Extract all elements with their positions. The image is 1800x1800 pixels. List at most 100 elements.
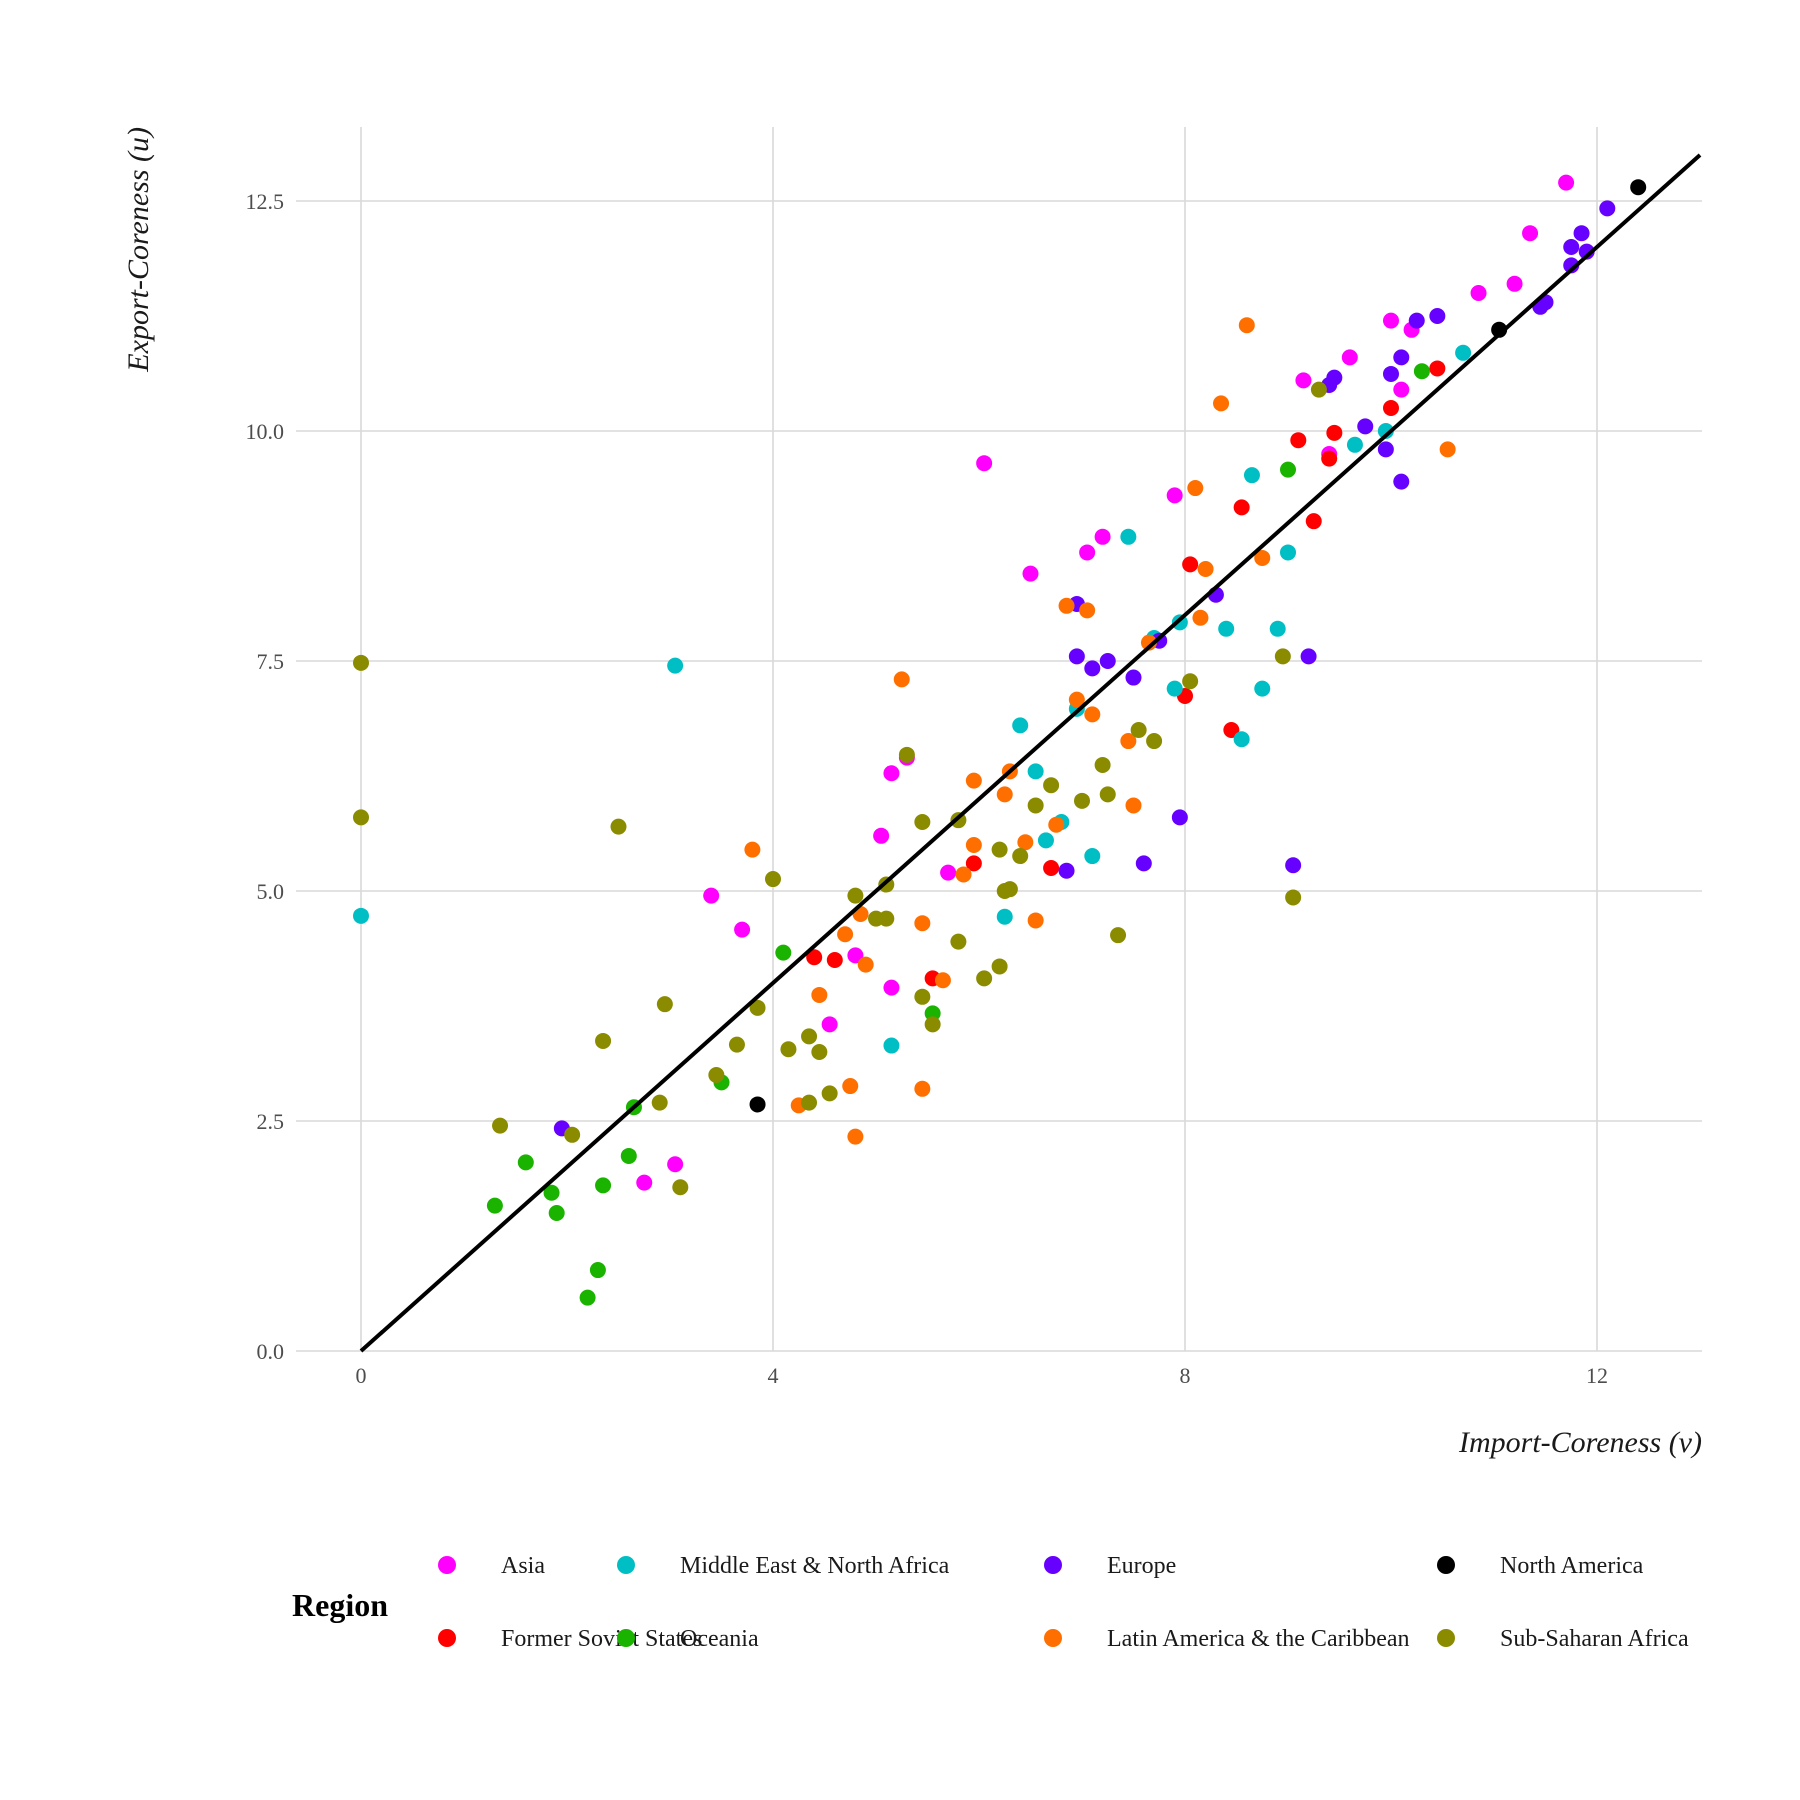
data-point	[1269, 620, 1286, 637]
data-point	[734, 921, 751, 938]
data-point	[1140, 634, 1157, 651]
data-point	[1012, 717, 1029, 734]
data-point	[1408, 312, 1425, 329]
data-point	[1192, 609, 1209, 626]
data-point	[1429, 360, 1446, 377]
y-tick-label: 10.0	[246, 419, 285, 444]
data-point	[847, 947, 864, 964]
data-point	[517, 1154, 534, 1171]
data-point	[1243, 467, 1260, 484]
data-point	[1254, 549, 1271, 566]
data-point	[1079, 544, 1096, 561]
data-point	[595, 1177, 612, 1194]
data-point	[1213, 395, 1230, 412]
data-point	[775, 944, 792, 961]
data-point	[1166, 487, 1183, 504]
x-tick-label: 4	[768, 1363, 779, 1388]
data-point	[1166, 680, 1183, 697]
data-point	[1254, 680, 1271, 697]
data-point	[965, 855, 982, 872]
data-point	[1455, 344, 1472, 361]
legend-label: Sub-Saharan Africa	[1500, 1626, 1689, 1652]
data-point	[1125, 797, 1142, 814]
data-point	[1058, 597, 1075, 614]
data-point	[1573, 225, 1590, 242]
data-point	[703, 887, 720, 904]
data-point	[801, 1094, 818, 1111]
data-point	[1058, 862, 1075, 879]
data-point	[492, 1117, 509, 1134]
data-point	[883, 979, 900, 996]
data-point	[1300, 648, 1317, 665]
data-point	[878, 910, 895, 927]
legend-swatch	[617, 1556, 635, 1574]
data-point	[1084, 706, 1101, 723]
tick-labels: 0 4 8 12 0.0 2.5 5.0 7.5 10.0 12.5	[246, 189, 1609, 1388]
data-point	[1280, 461, 1296, 478]
data-point	[1120, 733, 1137, 750]
legend-label: Europe	[1107, 1553, 1176, 1579]
data-point	[1074, 792, 1090, 809]
data-point	[1001, 881, 1018, 898]
data-point	[667, 657, 684, 674]
data-point	[765, 871, 781, 888]
data-point	[821, 1085, 838, 1102]
data-point	[934, 972, 951, 989]
data-points	[353, 174, 1647, 1306]
data-point	[1558, 174, 1575, 191]
data-point	[579, 1289, 596, 1306]
data-point	[1346, 436, 1363, 453]
data-point	[353, 809, 369, 826]
data-point	[1280, 544, 1296, 561]
data-point	[914, 1080, 931, 1097]
legend-swatch	[617, 1629, 635, 1647]
data-point	[914, 988, 931, 1005]
data-point	[801, 1028, 818, 1045]
data-point	[1413, 363, 1430, 380]
data-point	[940, 864, 957, 881]
data-point	[1341, 349, 1358, 366]
data-point	[950, 933, 967, 950]
data-point	[1048, 816, 1065, 833]
data-point	[1017, 834, 1034, 851]
data-point	[1012, 848, 1029, 865]
data-point	[914, 915, 931, 932]
legend-label: Oceania	[680, 1626, 759, 1652]
data-point	[1130, 722, 1147, 738]
data-point	[564, 1126, 581, 1143]
data-point	[1182, 556, 1199, 573]
data-point	[620, 1147, 637, 1164]
data-point	[353, 907, 369, 924]
data-point	[1120, 528, 1137, 545]
data-point	[1099, 786, 1116, 803]
x-tick-label: 8	[1180, 1363, 1191, 1388]
data-point	[749, 1096, 766, 1113]
legend-label: Asia	[501, 1553, 545, 1579]
data-point	[589, 1262, 606, 1279]
data-point	[1377, 441, 1394, 458]
data-point	[1233, 731, 1250, 748]
data-point	[893, 671, 910, 688]
data-point	[780, 1041, 797, 1058]
data-point	[651, 1094, 668, 1111]
data-point	[965, 837, 982, 853]
data-point	[1027, 763, 1044, 780]
grid	[296, 127, 1702, 1352]
y-axis-title: Export-Coreness (u)	[122, 127, 155, 373]
legend-swatch	[438, 1629, 456, 1647]
data-point	[1274, 648, 1291, 665]
x-tick-label: 0	[356, 1363, 367, 1388]
legend: Asia Former Soviet States Middle East & No…	[438, 1553, 1689, 1652]
data-point	[1599, 200, 1616, 217]
data-point	[883, 765, 900, 782]
data-point	[610, 818, 627, 835]
data-point	[842, 1078, 859, 1095]
legend-swatch	[1044, 1629, 1062, 1647]
data-point	[965, 772, 982, 789]
data-point	[1357, 418, 1374, 435]
legend-swatch	[1437, 1629, 1455, 1647]
data-point	[847, 1128, 864, 1145]
data-point	[1146, 733, 1163, 750]
data-point	[1522, 225, 1539, 242]
data-point	[1506, 275, 1523, 292]
